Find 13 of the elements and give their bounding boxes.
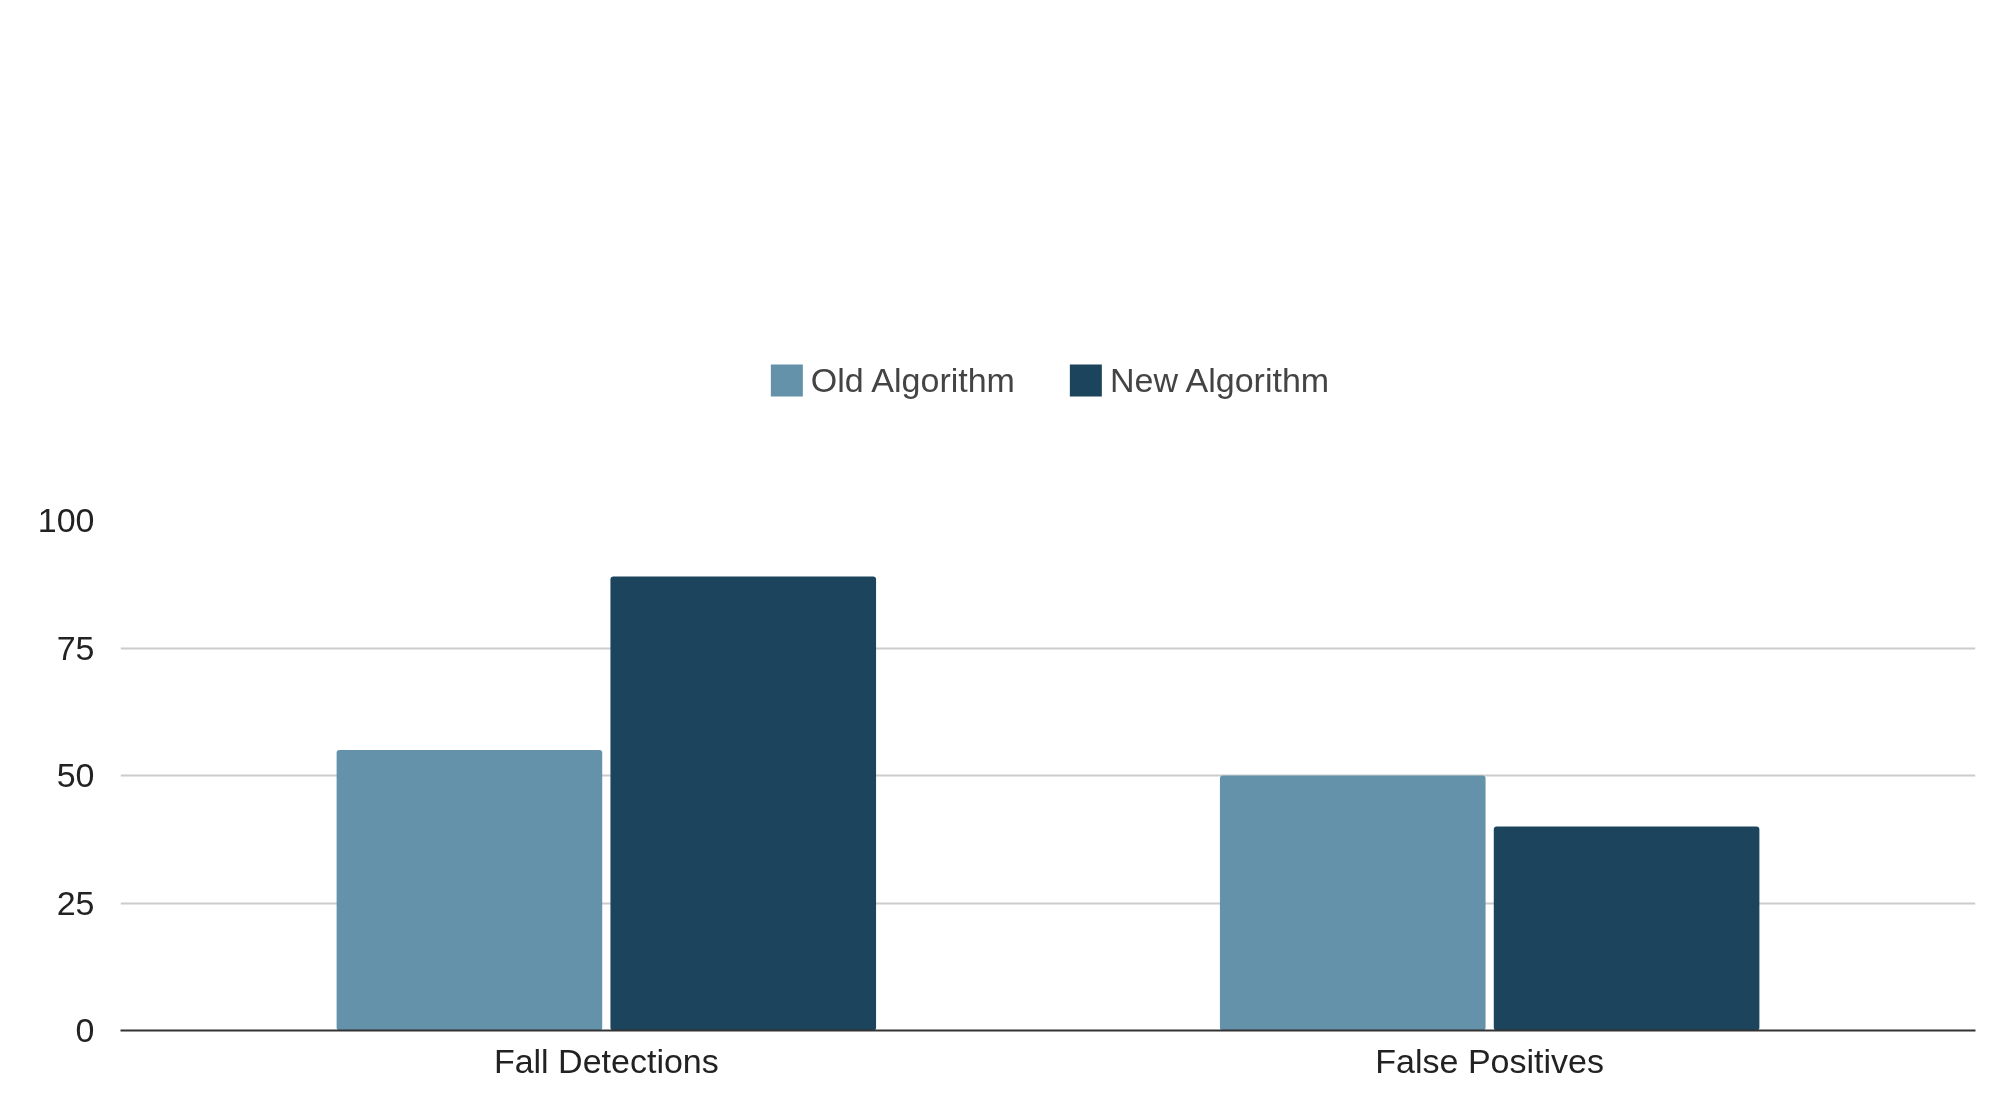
y-tick-label: 0 xyxy=(75,1011,95,1049)
bar xyxy=(1493,826,1760,1031)
y-tick-label: 25 xyxy=(56,883,95,922)
bar xyxy=(610,576,877,1031)
y-tick-label: 100 xyxy=(37,501,95,539)
legend-label: Old Algorithm xyxy=(810,360,1015,400)
y-tick-label: 50 xyxy=(56,756,95,794)
x-tick-label: False Positives xyxy=(1375,1041,1604,1080)
bar xyxy=(336,750,603,1031)
y-tick-label: 75 xyxy=(56,628,95,667)
bar xyxy=(1219,775,1486,1031)
legend-label: New Algorithm xyxy=(1109,360,1330,400)
x-tick-label: Fall Detections xyxy=(493,1041,719,1080)
